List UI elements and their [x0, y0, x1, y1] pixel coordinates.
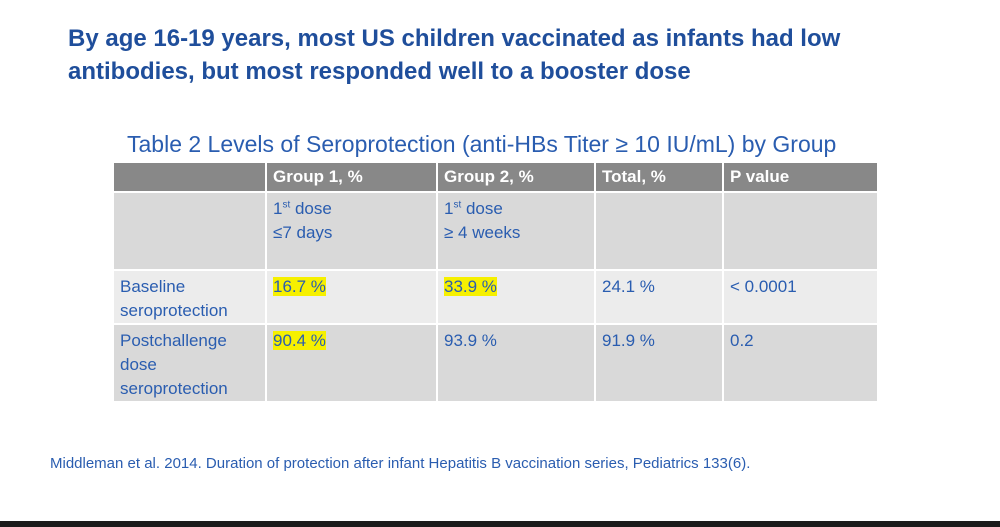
table-subheader-row: 1st dose ≤7 days 1st dose ≥ 4 weeks [114, 192, 877, 271]
subheader-group-2: 1st dose ≥ 4 weeks [437, 192, 596, 271]
table-row-baseline: Baseline seroprotection 16.7 % 33.9 % 24… [114, 270, 877, 325]
table-title: Table 2 Levels of Seroprotection (anti-H… [127, 131, 837, 157]
row-label: Baseline seroprotection [114, 270, 267, 325]
group-1-timing: ≤7 days [273, 223, 333, 242]
subheader-group-1: 1st dose ≤7 days [266, 192, 438, 271]
header-total: Total, % [595, 163, 724, 193]
cell-total: 24.1 % [595, 270, 724, 325]
table-row-postchallenge: Postchallenge dose seroprotection 90.4 %… [114, 324, 877, 403]
group-1-dose-ordinal: st [282, 199, 291, 211]
group-2-dose-word: dose [461, 199, 503, 218]
cell-group-2: 33.9 % [437, 270, 596, 325]
highlighted-value: 33.9 % [444, 277, 497, 296]
cell-total: 91.9 % [595, 324, 724, 403]
header-group-2: Group 2, % [437, 163, 596, 193]
highlighted-value: 90.4 % [273, 331, 326, 350]
cell-p-value: < 0.0001 [723, 270, 877, 325]
group-2-dose-ordinal: st [453, 199, 462, 211]
cell-group-1: 16.7 % [266, 270, 438, 325]
subheader-p-value-cell [723, 192, 877, 271]
group-2-timing: ≥ 4 weeks [444, 223, 521, 242]
subheader-total-cell [595, 192, 724, 271]
subheader-empty-cell [114, 192, 267, 271]
group-2-dose-number: 1 [444, 199, 454, 218]
header-p-value: P value [723, 163, 877, 193]
cell-group-2: 93.9 % [437, 324, 596, 403]
group-1-dose-word: dose [290, 199, 332, 218]
header-empty [114, 163, 267, 193]
bottom-divider [0, 521, 1000, 527]
row-label: Postchallenge dose seroprotection [114, 324, 267, 403]
citation: Middleman et al. 2014. Duration of prote… [50, 455, 751, 472]
seroprotection-table: Group 1, % Group 2, % Total, % P value 1… [114, 163, 877, 403]
slide-title: By age 16-19 years, most US children vac… [68, 25, 841, 85]
highlighted-value: 16.7 % [273, 277, 326, 296]
cell-p-value: 0.2 [723, 324, 877, 403]
table-header-row: Group 1, % Group 2, % Total, % P value [114, 163, 877, 193]
cell-group-1: 90.4 % [266, 324, 438, 403]
header-group-1: Group 1, % [266, 163, 438, 193]
group-1-dose-number: 1 [273, 199, 283, 218]
